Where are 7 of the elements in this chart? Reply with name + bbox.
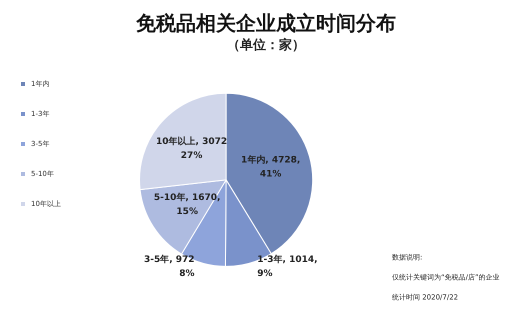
- chart-title: 免税品相关企业成立时间分布: [135, 11, 396, 35]
- data-label: 5-10年, 1670, 15%: [154, 192, 220, 217]
- data-label: 10年以上, 3072 27%: [156, 136, 228, 162]
- data-label: 1年内, 4728, 41%: [241, 154, 300, 180]
- chart-subtitle: （单位：家）: [227, 37, 305, 53]
- data-label: 3-5年, 972 8%: [144, 254, 195, 280]
- data-label: 1-3年, 1014, 9%: [257, 254, 318, 280]
